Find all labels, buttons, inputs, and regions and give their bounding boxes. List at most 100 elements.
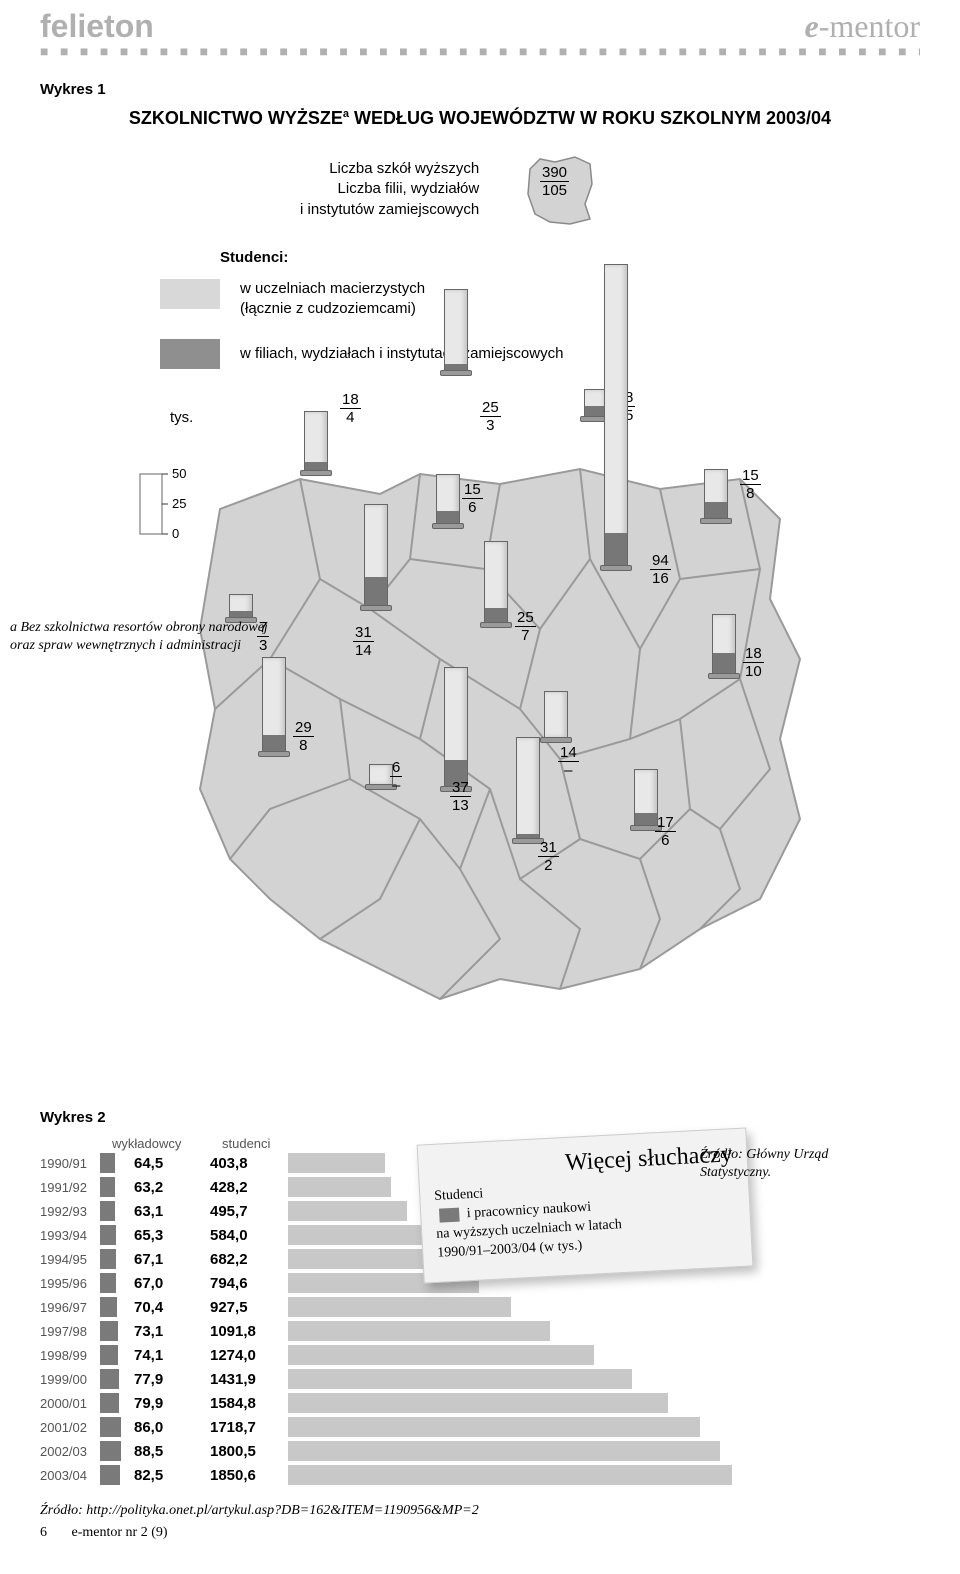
student-value: 1800,5	[202, 1443, 288, 1460]
lecturer-value: 73,1	[126, 1323, 202, 1340]
voiv-frac-pomorskie: 253	[480, 399, 501, 434]
table-row: 2000/0179,91584,8	[40, 1391, 920, 1415]
lecturer-bar	[100, 1297, 117, 1317]
section-name: felieton	[40, 8, 154, 45]
voiv-frac-podlaskie: 158	[740, 467, 761, 502]
page-footer: 6 e-mentor nr 2 (9)	[0, 1519, 960, 1553]
student-value: 1431,9	[202, 1371, 288, 1388]
lecturer-value: 63,2	[126, 1179, 202, 1196]
lecturer-bar	[100, 1345, 118, 1365]
year-label: 1994/95	[40, 1252, 100, 1267]
legend-a-text1: w uczelniach macierzystych	[240, 279, 425, 299]
legend-line1: Liczba szkół wyższych	[300, 159, 479, 179]
brand-e: e	[805, 8, 819, 44]
fig2-source-right: Źródło: Główny Urząd Statystyczny.	[700, 1146, 900, 1182]
voiv-bar-pomorskie	[440, 289, 472, 376]
year-label: 1998/99	[40, 1348, 100, 1363]
table-row: 1996/97 70,4927,5	[40, 1295, 920, 1319]
student-bar	[288, 1225, 428, 1245]
student-bar	[288, 1177, 391, 1197]
year-label: 1995/96	[40, 1276, 100, 1291]
legend-line2: Liczba filii, wydziałów	[300, 179, 479, 199]
legend-lines: Liczba szkół wyższych Liczba filii, wydz…	[300, 159, 479, 220]
fig1-title: SZKOLNICTWO WYŻSZEa WEDŁUG WOJEWÓDZTW W …	[40, 108, 920, 129]
student-value: 1584,8	[202, 1395, 288, 1412]
legend-swatch-a-row	[160, 279, 234, 309]
lecturer-bar	[100, 1249, 116, 1269]
brand-rest: -mentor	[819, 8, 920, 44]
legend-a-text2: (łącznie z cudzoziemcami)	[240, 299, 425, 319]
student-bar	[288, 1465, 732, 1485]
fig2-head-right: studenci	[222, 1136, 270, 1151]
student-value: 584,0	[202, 1227, 288, 1244]
lecturer-value: 70,4	[126, 1299, 202, 1316]
legend-a-text: w uczelniach macierzystych (łącznie z cu…	[240, 279, 425, 320]
lecturer-bar	[100, 1441, 121, 1461]
note-body-1: Studenci	[434, 1186, 484, 1204]
lecturer-value: 65,3	[126, 1227, 202, 1244]
fig1-title-rest: WEDŁUG WOJEWÓDZTW W ROKU SZKOLNYM 2003/0…	[349, 108, 831, 128]
voiv-bar-mazowieckie	[600, 264, 632, 571]
voiv-bar-kujawsko-pomorskie	[432, 474, 464, 529]
legend-b-text1: w filiach, wydziałach i instytutach zami…	[240, 344, 563, 364]
table-row: 2002/03 88,51800,5	[40, 1439, 920, 1463]
fig1-title-main: SZKOLNICTWO WYŻSZE	[129, 108, 343, 128]
voiv-frac-lodzkie: 257	[515, 609, 536, 644]
student-value: 428,2	[202, 1179, 288, 1196]
lecturer-bar	[100, 1177, 115, 1197]
voiv-frac-dolnoslaskie: 298	[293, 719, 314, 754]
voiv-bar-lubelskie	[708, 614, 740, 679]
thousands-label: tys.	[170, 409, 193, 426]
lecturer-bar	[100, 1393, 119, 1413]
country-total-fraction: 390 105	[540, 164, 569, 199]
voiv-frac-kujawsko-pomorskie: 156	[462, 481, 483, 516]
table-row: 2001/02 86,01718,7	[40, 1415, 920, 1439]
lecturer-value: 77,9	[126, 1371, 202, 1388]
voiv-bar-swietokrzyskie	[540, 691, 572, 743]
table-row: 1999/0077,91431,9	[40, 1367, 920, 1391]
student-value: 927,5	[202, 1299, 288, 1316]
legend-swatch-b-row	[160, 339, 234, 369]
lecturer-value: 88,5	[126, 1443, 202, 1460]
year-label: 2002/03	[40, 1444, 100, 1459]
student-value: 1274,0	[202, 1347, 288, 1364]
student-bar	[288, 1201, 407, 1221]
students-label: Studenci:	[220, 249, 288, 266]
note-body-4: 1990/91–2003/04 (w tys.)	[437, 1238, 583, 1261]
student-bar	[288, 1153, 385, 1173]
student-bar	[288, 1345, 594, 1365]
student-bar	[288, 1369, 632, 1389]
student-value: 1850,6	[202, 1467, 288, 1484]
note-card-body: Studenci i pracownicy naukowi na wyższyc…	[434, 1172, 738, 1263]
voiv-bar-zachodniopomorskie	[300, 411, 332, 476]
lecturer-value: 63,1	[126, 1203, 202, 1220]
year-label: 1996/97	[40, 1300, 100, 1315]
lecturer-bar	[100, 1417, 121, 1437]
student-bar	[288, 1297, 511, 1317]
voiv-bar-lodzkie	[480, 541, 512, 628]
page-number: 6	[40, 1525, 68, 1541]
note-swatch-icon	[439, 1207, 460, 1222]
student-bar	[288, 1321, 550, 1341]
legend-swatch-b	[160, 339, 220, 369]
lecturer-bar	[100, 1465, 120, 1485]
year-label: 2001/02	[40, 1420, 100, 1435]
student-bar	[288, 1393, 668, 1413]
note-body-2: i pracownicy naukowi	[466, 1200, 591, 1221]
legend-swatch-a	[160, 279, 220, 309]
lecturer-bar	[100, 1321, 118, 1341]
year-label: 2003/04	[40, 1468, 100, 1483]
student-value: 403,8	[202, 1155, 288, 1172]
year-label: 1993/94	[40, 1228, 100, 1243]
voiv-frac-malopolskie: 312	[538, 839, 559, 874]
lecturer-value: 86,0	[126, 1419, 202, 1436]
separator-dots: ■ ■ ■ ■ ■ ■ ■ ■ ■ ■ ■ ■ ■ ■ ■ ■ ■ ■ ■ ■ …	[0, 45, 960, 61]
student-value: 1718,7	[202, 1419, 288, 1436]
student-value: 495,7	[202, 1203, 288, 1220]
country-total-top: 390	[540, 164, 569, 182]
table-row: 2003/0482,51850,6	[40, 1463, 920, 1487]
lecturer-bar	[100, 1225, 116, 1245]
voiv-bar-malopolskie	[512, 737, 544, 844]
lecturer-value: 67,0	[126, 1275, 202, 1292]
fig2-bottom-source: Źródło: http://polityka.onet.pl/artykul.…	[40, 1503, 920, 1519]
